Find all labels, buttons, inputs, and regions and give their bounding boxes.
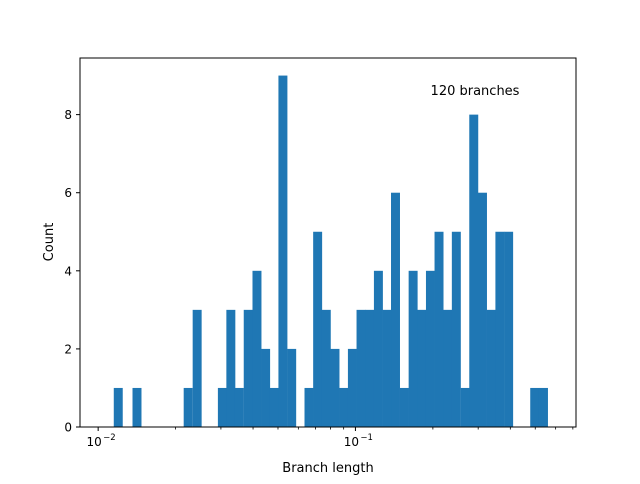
histogram-bar bbox=[486, 309, 496, 427]
histogram-bar bbox=[382, 309, 392, 427]
histogram-bar bbox=[234, 387, 244, 427]
histogram-bar bbox=[391, 192, 400, 427]
y-tick-label: 2 bbox=[64, 342, 72, 356]
histogram-bar bbox=[252, 270, 262, 427]
histogram-bar bbox=[183, 387, 193, 427]
histogram-bar bbox=[132, 387, 142, 427]
histogram-bar bbox=[304, 387, 314, 427]
histogram-bar bbox=[530, 387, 540, 427]
histogram-bar bbox=[365, 309, 375, 427]
histogram-bar bbox=[451, 231, 461, 427]
histogram-bar bbox=[495, 231, 505, 427]
histogram-bar bbox=[313, 231, 323, 427]
histogram-bar bbox=[538, 387, 548, 427]
histogram-bar bbox=[408, 270, 418, 427]
histogram-bar bbox=[261, 348, 271, 427]
histogram-bar bbox=[478, 192, 487, 427]
histogram-bar bbox=[504, 231, 514, 427]
annotation-text: 120 branches bbox=[431, 84, 520, 99]
plot-frame bbox=[79, 57, 577, 428]
histogram-bar bbox=[469, 114, 479, 428]
histogram-bar bbox=[339, 387, 349, 427]
y-axis-ticks: 0 2 4 6 8 bbox=[64, 108, 80, 435]
histogram-bar bbox=[330, 348, 340, 427]
histogram-bar bbox=[356, 309, 366, 427]
y-tick-label: 0 bbox=[64, 421, 72, 435]
histogram-bar bbox=[373, 270, 383, 427]
histogram-bar bbox=[460, 387, 470, 427]
x-tick-label: 10 bbox=[344, 435, 359, 449]
x-tick-exponent: −2 bbox=[103, 433, 116, 443]
histogram-bar bbox=[321, 309, 331, 427]
histogram-bar bbox=[226, 309, 236, 427]
x-axis-label: Branch length bbox=[282, 461, 373, 476]
histogram-bar bbox=[399, 387, 409, 427]
x-tick-label: 10 bbox=[87, 435, 102, 449]
histogram-bar bbox=[217, 387, 227, 427]
histogram-bar bbox=[269, 387, 279, 427]
histogram-bar bbox=[443, 309, 453, 427]
histogram-bar bbox=[278, 75, 288, 427]
histogram-bar bbox=[113, 387, 123, 427]
histogram-bar bbox=[287, 348, 297, 427]
histogram-bar bbox=[434, 231, 444, 427]
y-tick-label: 4 bbox=[64, 264, 72, 278]
x-axis-ticks: 10 −2 10 −1 bbox=[87, 427, 574, 449]
histogram-bar bbox=[347, 348, 357, 427]
bars-group bbox=[113, 75, 548, 428]
histogram-bar bbox=[243, 309, 253, 427]
histogram-bar bbox=[192, 309, 202, 427]
histogram-bar bbox=[417, 309, 427, 427]
y-tick-label: 8 bbox=[64, 108, 72, 122]
histogram-bar bbox=[425, 270, 435, 427]
x-tick-exponent: −1 bbox=[360, 433, 373, 443]
y-tick-label: 6 bbox=[64, 186, 72, 200]
y-axis-label: Count bbox=[42, 223, 57, 262]
